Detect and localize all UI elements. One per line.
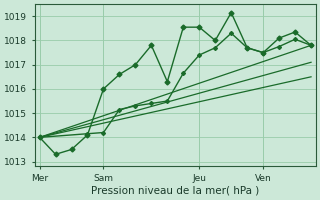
X-axis label: Pression niveau de la mer( hPa ): Pression niveau de la mer( hPa ) bbox=[91, 186, 260, 196]
